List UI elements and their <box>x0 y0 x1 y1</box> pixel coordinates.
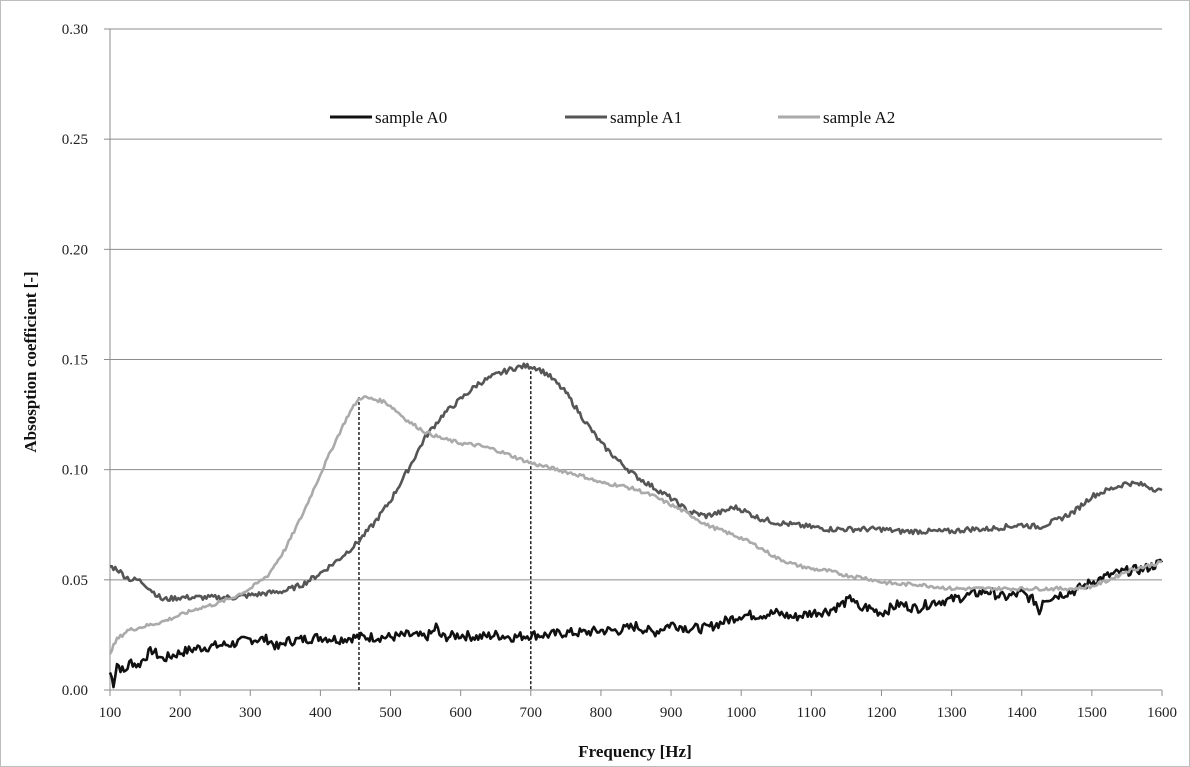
legend: sample A0 sample A1 sample A2 <box>330 108 895 127</box>
x-tick-label: 400 <box>309 705 332 721</box>
series-line-1 <box>109 362 1163 603</box>
x-tick-label: 1300 <box>937 705 967 721</box>
x-tick-label: 700 <box>520 705 543 721</box>
y-tick-label: 0.20 <box>62 242 88 258</box>
x-tick-label: 1500 <box>1077 705 1107 721</box>
series-lines <box>108 362 1164 689</box>
series-line-2 <box>108 395 1163 655</box>
x-tick-label: 500 <box>379 705 402 721</box>
x-tick-label: 1200 <box>866 705 896 721</box>
series-line-0 <box>108 558 1164 689</box>
x-tick-label: 100 <box>99 705 122 721</box>
x-tick-label: 1400 <box>1007 705 1037 721</box>
y-tick-label: 0.30 <box>62 22 88 38</box>
y-axis-title: Absosption coefficient [-] <box>21 271 40 452</box>
tick-labels: 0.00 0.05 0.10 0.15 0.20 0.25 0.30 100 200 300 400… <box>62 22 1177 721</box>
x-tick-label: 800 <box>590 705 613 721</box>
x-tick-label: 300 <box>239 705 262 721</box>
y-tick-label: 0.05 <box>62 573 88 589</box>
legend-label: sample A2 <box>823 108 895 127</box>
x-tick-label: 1000 <box>726 705 756 721</box>
legend-label: sample A1 <box>610 108 682 127</box>
x-tick-label: 200 <box>169 705 192 721</box>
gridlines <box>110 28 1162 581</box>
x-tick-label: 900 <box>660 705 683 721</box>
legend-label: sample A0 <box>375 108 447 127</box>
y-tick-label: 0.25 <box>62 132 88 148</box>
x-tick-label: 1100 <box>797 705 826 721</box>
x-axis-title: Frequency [Hz] <box>578 742 691 761</box>
x-tick-label: 600 <box>449 705 472 721</box>
x-tick-label: 1600 <box>1147 705 1177 721</box>
y-tick-label: 0.00 <box>62 683 88 699</box>
y-tick-label: 0.15 <box>62 353 88 369</box>
y-tick-label: 0.10 <box>62 463 88 479</box>
axes <box>104 28 1163 696</box>
